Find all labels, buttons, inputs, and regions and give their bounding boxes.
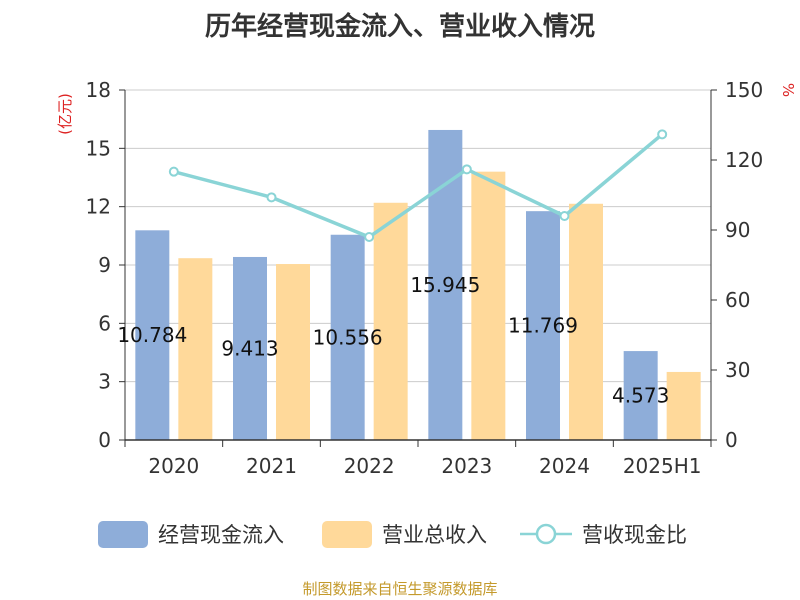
y-right-axis-unit: % <box>779 83 797 97</box>
bar-revenue <box>471 171 506 440</box>
line-cash-ratio <box>173 132 664 239</box>
y-left-tick-label: 3 <box>98 370 111 394</box>
x-tick-label: 2024 <box>539 454 590 478</box>
y-right-tick-label: 120 <box>725 148 763 172</box>
y-left-axis-unit: (亿元) <box>56 93 74 135</box>
legend-swatch <box>98 521 148 548</box>
x-tick-label: 2025H1 <box>623 454 702 478</box>
data-label: 11.769 <box>508 314 578 338</box>
legend-swatch-marker <box>535 523 557 545</box>
y-left-tick-label: 9 <box>98 253 111 277</box>
data-label: 10.556 <box>313 325 383 349</box>
y-left-tick-label: 12 <box>86 195 111 219</box>
bar-revenue <box>569 203 603 440</box>
bar-revenue <box>178 258 213 440</box>
y-left-tick-label: 0 <box>98 428 111 452</box>
line-point <box>461 164 472 175</box>
bar-cash-inflow <box>428 129 463 441</box>
bar-revenue <box>373 202 408 440</box>
bar-revenue <box>666 371 701 440</box>
y-right-tick-label: 150 <box>725 78 763 102</box>
legend-label: 经营现金流入 <box>158 523 284 547</box>
bar-revenue <box>276 264 310 440</box>
line-point <box>559 211 570 221</box>
bar-cash-inflow <box>526 211 560 440</box>
y-left-tick-label: 18 <box>86 78 111 102</box>
x-tick-label: 2022 <box>344 454 395 478</box>
legend-label: 营业总收入 <box>382 523 487 547</box>
y-right-tick-label: 90 <box>725 218 750 242</box>
y-left-tick-label: 15 <box>86 136 111 160</box>
bar-cash-inflow <box>233 256 267 440</box>
line-point <box>168 166 179 177</box>
data-label: 10.784 <box>117 323 187 347</box>
legend-swatch <box>322 521 372 548</box>
x-tick-label: 2021 <box>246 454 297 478</box>
data-label: 4.573 <box>612 384 669 408</box>
legend-label: 营收现金比 <box>582 523 687 547</box>
bar-cash-inflow <box>330 234 365 440</box>
y-left-tick-label: 6 <box>98 311 111 335</box>
line-point <box>364 232 375 242</box>
chart-title: 历年经营现金流入、营业收入情况 <box>204 12 595 42</box>
y-right-tick-label: 30 <box>725 358 750 382</box>
y-right-tick-label: 0 <box>725 428 738 452</box>
line-point <box>266 192 277 203</box>
y-right-tick-label: 60 <box>725 288 750 312</box>
x-tick-label: 2020 <box>148 454 199 478</box>
footer-source: 制图数据来自恒生聚源数据库 <box>302 580 498 598</box>
x-tick-label: 2023 <box>441 454 492 478</box>
line-point <box>657 129 668 140</box>
bar-cash-inflow <box>135 230 170 440</box>
bar-cash-inflow <box>623 351 658 440</box>
data-label: 15.945 <box>410 273 480 297</box>
data-label: 9.413 <box>221 336 278 360</box>
